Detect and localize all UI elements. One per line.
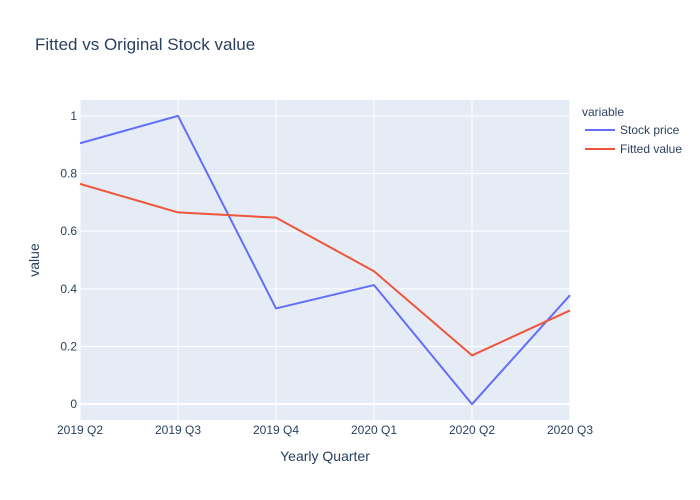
x-tick-label: 2020 Q2	[449, 423, 495, 437]
y-tick-label: 0.6	[60, 224, 77, 238]
series-line-stock-price	[79, 114, 571, 406]
y-gridlines	[80, 115, 570, 406]
x-tick-label: 2019 Q3	[155, 423, 201, 437]
series-line-fitted-value	[79, 182, 571, 357]
legend-title: variable	[582, 105, 624, 119]
x-tick-label: 2020 Q1	[351, 423, 397, 437]
y-tick-label: 0.8	[60, 167, 77, 181]
y-axis-title: value	[26, 243, 42, 277]
legend-label: Fitted value	[620, 142, 682, 156]
y-tick-label: 0.4	[60, 282, 77, 296]
plot-area	[80, 100, 570, 420]
y-tick-label: 1	[70, 109, 77, 123]
x-axis-title: Yearly Quarter	[280, 448, 370, 464]
legend: variable Stock price Fitted value	[582, 105, 682, 156]
series-lines	[79, 114, 571, 406]
y-tick-label: 0.2	[60, 339, 77, 353]
x-tick-label: 2020 Q3	[547, 423, 593, 437]
x-tick-label: 2019 Q4	[253, 423, 299, 437]
chart-title: Fitted vs Original Stock value	[35, 35, 255, 54]
x-tick-labels: 2019 Q2 2019 Q3 2019 Q4 2020 Q1 2020 Q2 2020 …	[57, 423, 593, 437]
y-tick-labels: 0 0.2 0.4 0.6 0.8 1	[60, 109, 77, 411]
x-tick-label: 2019 Q2	[57, 423, 103, 437]
legend-label: Stock price	[620, 123, 680, 137]
y-tick-label: 0	[70, 397, 77, 411]
x-gridlines	[79, 100, 571, 420]
